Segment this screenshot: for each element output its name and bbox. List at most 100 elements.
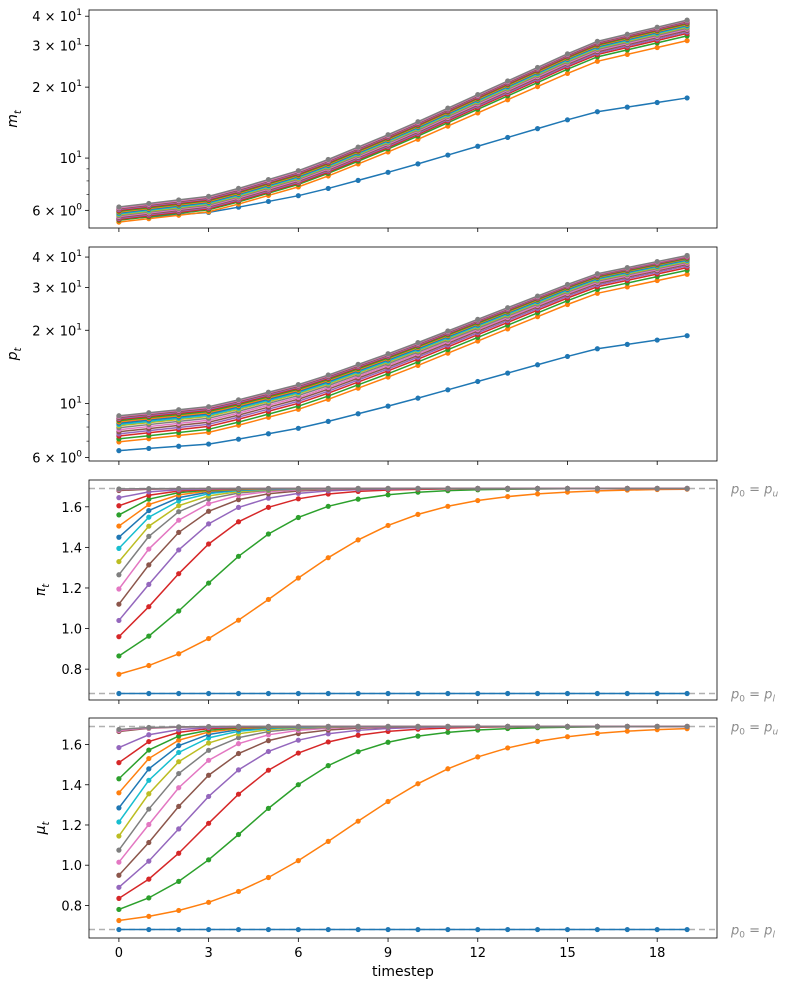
series-line	[118, 259, 688, 424]
data-point	[415, 733, 421, 739]
data-point	[295, 575, 301, 581]
data-point	[654, 24, 660, 30]
data-point	[445, 766, 451, 772]
data-point	[235, 690, 242, 697]
data-point	[235, 617, 242, 623]
data-point	[116, 744, 122, 751]
data-point	[146, 738, 152, 745]
series-line	[118, 727, 688, 922]
data-point	[116, 859, 122, 865]
data-point	[624, 104, 630, 110]
data-point	[265, 596, 272, 603]
series-line	[118, 266, 688, 437]
data-point	[594, 271, 600, 277]
data-point	[206, 521, 212, 527]
data-point	[116, 534, 122, 540]
panel-4: p0 = pu p0 = pl 0.8 1.0 1.2 1.4 1.6 0 3 6 9 12 15 18 μ…	[33, 717, 778, 980]
data-point	[475, 378, 481, 385]
data-point	[295, 425, 301, 431]
data-point	[116, 448, 122, 454]
data-point	[206, 404, 212, 410]
data-point	[505, 305, 511, 311]
data-point	[445, 105, 451, 111]
data-point	[235, 741, 242, 747]
data-point	[146, 533, 152, 539]
data-point	[235, 750, 242, 757]
data-point	[235, 791, 242, 797]
data-point	[265, 198, 272, 205]
y-axis-label: mt	[5, 109, 24, 128]
series-line	[118, 487, 688, 576]
data-point	[176, 517, 182, 523]
data-point	[235, 497, 242, 503]
data-point	[594, 109, 600, 115]
data-point	[235, 185, 242, 192]
data-point	[475, 926, 481, 933]
data-point	[385, 351, 391, 357]
data-point	[325, 690, 331, 697]
data-point	[235, 397, 242, 403]
panel-1: 6 × 100 101 2 × 101 3 × 101 4 × 101 mt	[5, 8, 718, 232]
series-line	[118, 725, 688, 780]
data-point	[116, 545, 122, 551]
y-tick-label: 1.2	[61, 819, 82, 834]
y-tick-label: 1.4	[61, 779, 82, 794]
data-point	[116, 572, 122, 578]
x-tick-label: 18	[649, 946, 666, 961]
data-point	[624, 284, 630, 290]
data-point	[146, 581, 152, 588]
data-point	[355, 496, 361, 502]
data-point	[295, 750, 301, 756]
series-line	[118, 487, 688, 621]
data-point	[116, 586, 122, 592]
data-point	[415, 119, 421, 125]
data-point	[176, 907, 182, 914]
data-point	[534, 83, 541, 90]
series-line	[118, 487, 688, 538]
data-point	[415, 395, 421, 401]
data-point	[564, 51, 571, 57]
data-point	[176, 407, 182, 413]
series-line	[118, 254, 688, 417]
series-line	[118, 263, 688, 433]
data-point	[295, 690, 301, 697]
data-point	[116, 926, 122, 933]
data-point	[146, 486, 152, 492]
axes-frame	[88, 246, 718, 462]
data-point	[505, 723, 511, 730]
data-point	[265, 504, 272, 510]
data-point	[206, 508, 212, 514]
data-point	[415, 340, 421, 346]
data-point	[475, 485, 481, 492]
data-point	[146, 926, 152, 933]
data-point	[265, 805, 272, 811]
data-point	[146, 200, 152, 207]
data-point	[624, 690, 630, 697]
data-point	[235, 553, 242, 559]
data-point	[235, 831, 242, 838]
data-point	[176, 803, 182, 810]
data-point	[355, 411, 361, 417]
data-point	[265, 531, 272, 537]
data-point	[206, 747, 212, 753]
reference-label-upper: p0 = pu	[730, 720, 778, 737]
data-point	[534, 126, 541, 132]
data-point	[295, 737, 301, 743]
data-point	[116, 617, 122, 624]
data-point	[325, 185, 331, 192]
data-point	[654, 485, 660, 492]
data-point	[624, 51, 630, 58]
series-line	[118, 725, 688, 837]
data-point	[206, 690, 212, 697]
series-group	[116, 17, 690, 225]
series-line	[118, 39, 688, 223]
data-point	[265, 690, 272, 697]
series-line	[118, 260, 688, 427]
data-point	[325, 731, 331, 737]
data-point	[505, 134, 511, 141]
data-point	[475, 723, 481, 730]
data-point	[206, 772, 212, 778]
data-point	[116, 790, 122, 796]
data-point	[235, 888, 242, 895]
data-point	[206, 193, 212, 199]
